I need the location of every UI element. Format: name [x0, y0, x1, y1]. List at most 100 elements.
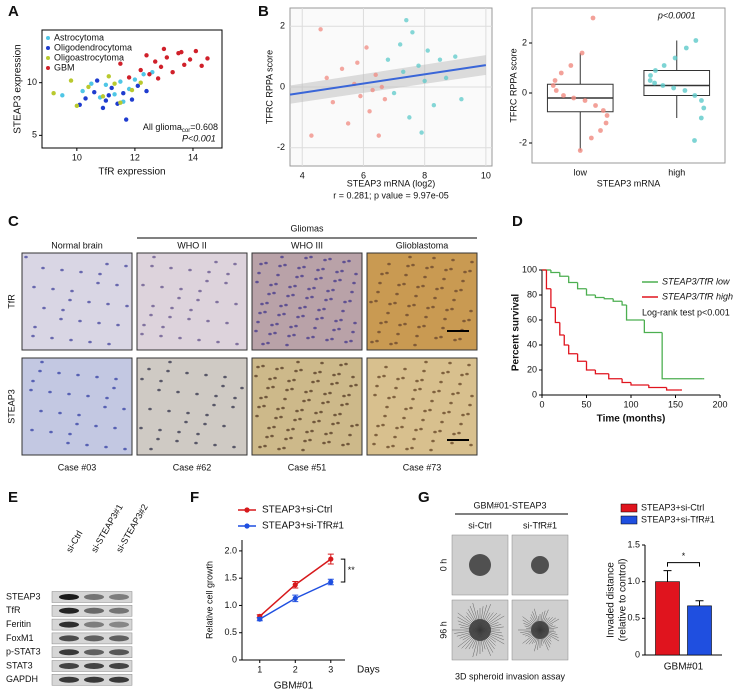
- point: [397, 42, 403, 47]
- nucleus: [257, 271, 261, 275]
- nucleus: [418, 387, 422, 391]
- point: [318, 27, 323, 32]
- protein-label: FoxM1: [6, 633, 34, 643]
- nucleus: [258, 311, 262, 315]
- x-tick-label: 6: [361, 170, 366, 180]
- legend-label: STEAP3+si-TfR#1: [641, 514, 715, 524]
- survival-step: [625, 305, 645, 321]
- nucleus: [351, 330, 355, 334]
- nucleus: [263, 310, 267, 314]
- nucleus: [445, 308, 449, 312]
- survival-step: [545, 270, 551, 290]
- nucleus: [59, 317, 63, 321]
- blot-band: [84, 635, 104, 642]
- nucleus: [304, 256, 308, 260]
- nucleus: [354, 272, 358, 276]
- nucleus: [75, 422, 79, 426]
- nucleus: [188, 268, 192, 272]
- nucleus: [254, 329, 258, 333]
- point: [682, 88, 688, 93]
- legend-label: STEAP3+si-TfR#1: [262, 521, 344, 532]
- nucleus: [141, 283, 145, 287]
- nucleus: [158, 428, 162, 432]
- point: [652, 80, 657, 86]
- nucleus: [287, 334, 291, 338]
- point: [135, 83, 141, 89]
- point: [60, 93, 65, 98]
- bar: [687, 605, 712, 656]
- point: [182, 62, 187, 67]
- nucleus: [157, 388, 161, 392]
- nucleus: [465, 372, 469, 376]
- nucleus: [309, 255, 313, 259]
- nucleus: [413, 343, 417, 347]
- nucleus: [345, 402, 349, 406]
- survival-step: [585, 361, 596, 371]
- nucleus: [387, 262, 391, 266]
- nucleus: [274, 416, 278, 420]
- point: [683, 45, 689, 51]
- nucleus: [386, 445, 390, 449]
- nucleus: [66, 441, 70, 445]
- point: [588, 135, 594, 141]
- nucleus: [105, 262, 109, 266]
- blot-band: [59, 663, 79, 669]
- y-axis-label: (relative to control): [618, 559, 629, 642]
- nucleus: [322, 441, 326, 445]
- nucleus: [292, 378, 296, 382]
- point: [355, 60, 360, 65]
- nucleus: [184, 420, 188, 424]
- nucleus: [338, 412, 342, 416]
- case-label: Case #03: [58, 462, 97, 472]
- nucleus: [33, 325, 37, 329]
- nucleus: [277, 313, 281, 317]
- nucleus: [290, 387, 294, 391]
- blot-band: [109, 663, 129, 669]
- nucleus: [461, 413, 465, 417]
- nucleus: [48, 390, 52, 394]
- survival-step: [550, 270, 560, 274]
- nucleus: [342, 260, 346, 264]
- nucleus: [51, 287, 55, 291]
- nucleus: [214, 394, 218, 398]
- survival-step: [585, 288, 596, 296]
- nucleus: [321, 267, 325, 271]
- nucleus: [412, 303, 416, 307]
- nucleus: [373, 393, 377, 397]
- nucleus: [467, 318, 471, 322]
- nucleus: [312, 286, 316, 290]
- x-unit: Days: [357, 665, 380, 676]
- point: [330, 99, 336, 105]
- point: [404, 17, 409, 23]
- x-tick-label: high: [668, 167, 685, 177]
- point: [94, 78, 100, 83]
- nucleus: [301, 314, 305, 318]
- point: [144, 53, 149, 58]
- point: [671, 85, 677, 91]
- point: [74, 103, 80, 109]
- nucleus: [408, 255, 412, 259]
- point: [112, 81, 117, 86]
- nucleus: [452, 298, 456, 302]
- nucleus: [177, 430, 181, 434]
- legend-marker: [46, 36, 50, 40]
- nucleus: [77, 413, 81, 417]
- nucleus: [287, 379, 291, 383]
- nucleus: [323, 392, 327, 396]
- nucleus: [422, 369, 426, 373]
- point: [138, 67, 143, 73]
- blot-band: [109, 649, 129, 656]
- nucleus: [267, 292, 271, 296]
- nucleus: [262, 404, 266, 408]
- nucleus: [308, 438, 312, 442]
- nucleus: [432, 390, 436, 394]
- nucleus: [394, 386, 398, 390]
- nucleus: [339, 318, 343, 322]
- survival-step: [603, 297, 614, 300]
- nucleus: [61, 308, 65, 312]
- nucleus: [142, 323, 146, 327]
- point: [80, 88, 85, 94]
- nucleus: [382, 374, 386, 378]
- point: [118, 100, 123, 105]
- nucleus: [470, 260, 474, 264]
